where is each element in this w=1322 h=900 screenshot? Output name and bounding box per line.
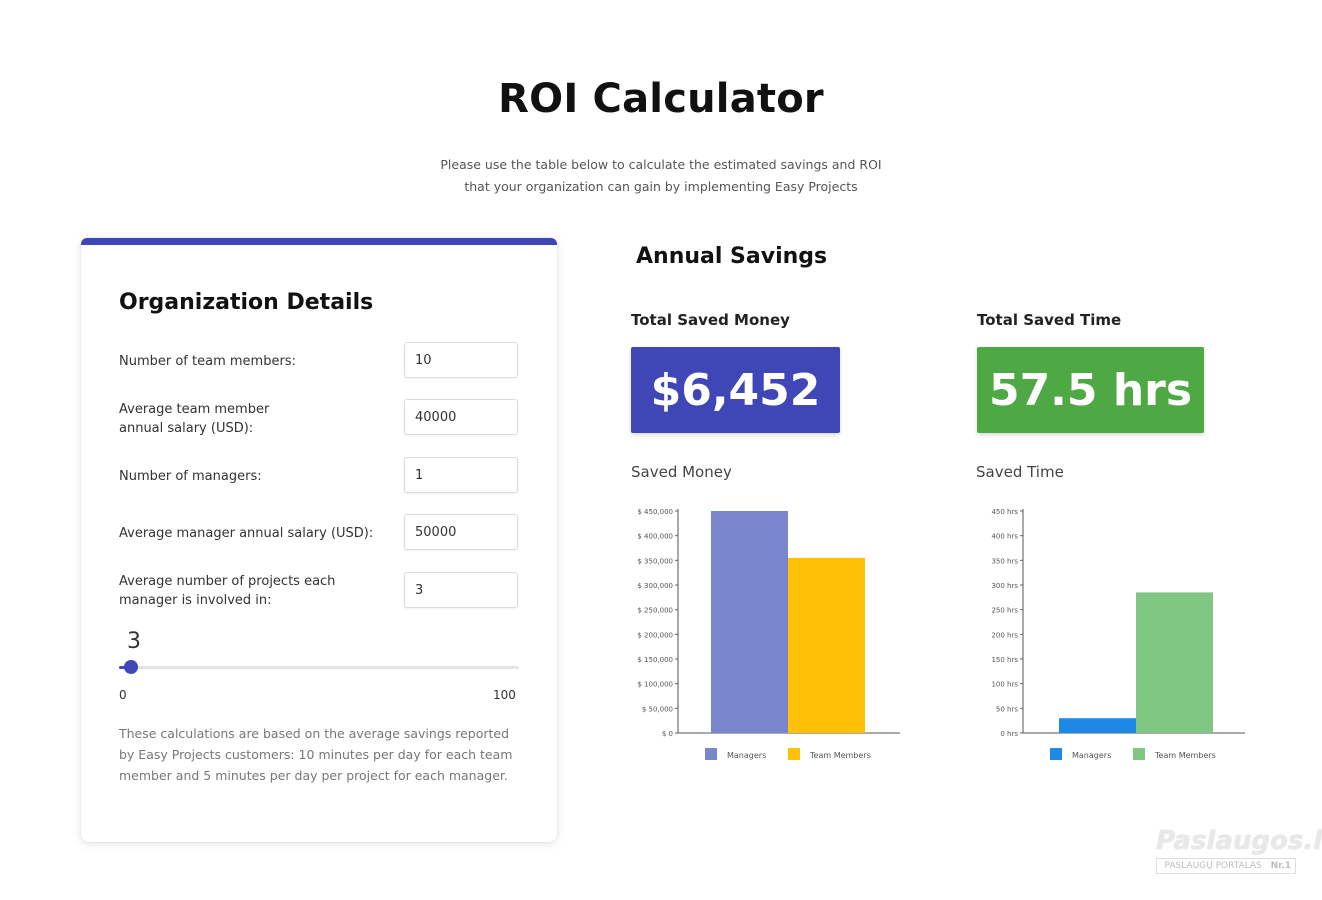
saved-money-chart-title: Saved Money (631, 463, 732, 481)
y-tick-label: $ 0 (662, 730, 673, 738)
annual-savings-title: Annual Savings (636, 244, 828, 269)
watermark-badge: Nr.1 (1270, 861, 1291, 871)
bar-team-members (1136, 592, 1213, 733)
manager-salary-label: Average manager annual salary (USD): (119, 526, 374, 541)
watermark-subtext: PASLAUGŲ PORTALAS Nr.1 (1156, 858, 1296, 874)
legend-swatch-managers (705, 748, 717, 760)
legend-swatch-team-members (1133, 748, 1145, 760)
legend-label-managers: Managers (727, 751, 766, 760)
y-tick-label: 150 hrs (991, 656, 1018, 664)
y-tick-label: $ 450,000 (637, 508, 673, 516)
y-tick-label: 200 hrs (991, 631, 1018, 639)
y-tick-label: $ 300,000 (637, 582, 673, 590)
y-tick-label: $ 250,000 (637, 607, 673, 615)
team-salary-label: Average team member annual salary (USD): (119, 402, 270, 436)
saved-money-chart: $ 0 $ 50,000 $ 100,000 $ 150,000 $ 200,000 $ … (637, 508, 900, 760)
slider-value: 3 (127, 629, 141, 654)
y-tick-label: $ 200,000 (637, 631, 673, 639)
slider-thumb[interactable] (124, 660, 138, 674)
projects-slider[interactable] (119, 660, 519, 674)
y-tick-label: $ 400,000 (637, 533, 673, 541)
saved-time-chart-title: Saved Time (976, 463, 1064, 481)
y-tick-label: $ 50,000 (642, 705, 673, 713)
y-tick-label: $ 350,000 (637, 557, 673, 565)
total-saved-time-value: 57.5 hrs (977, 347, 1204, 433)
team-members-label: Number of team members: (119, 354, 296, 369)
y-tick-label: 350 hrs (991, 557, 1018, 565)
y-tick-label: 250 hrs (991, 607, 1018, 615)
page-title: ROI Calculator (498, 76, 824, 122)
y-tick-label: 0 hrs (1000, 730, 1018, 738)
saved-time-chart: 0 hrs 50 hrs 100 hrs 150 hrs 200 hrs 250 hrs 3… (991, 508, 1245, 760)
y-tick-label: 450 hrs (991, 508, 1018, 516)
legend-swatch-managers (1050, 748, 1062, 760)
projects-label: Average number of projects each manager … (119, 574, 336, 608)
legend-label-managers: Managers (1072, 751, 1111, 760)
page-subtitle: Please use the table below to calculate … (0, 154, 1322, 198)
subtitle-line-1: Please use the table below to calculate … (440, 157, 882, 172)
y-tick-label: $ 100,000 (637, 681, 673, 689)
team-members-input[interactable] (404, 342, 518, 378)
watermark-text: Paslaugos.lt (1156, 826, 1322, 856)
managers-label: Number of managers: (119, 469, 262, 484)
legend-swatch-team-members (788, 748, 800, 760)
y-tick-label: 100 hrs (991, 681, 1018, 689)
bar-managers (711, 511, 788, 733)
y-tick-label: 400 hrs (991, 533, 1018, 541)
total-saved-money-label: Total Saved Money (631, 311, 790, 329)
bar-managers (1059, 718, 1136, 733)
legend-label-team-members: Team Members (1154, 751, 1216, 760)
calculation-note: These calculations are based on the aver… (119, 726, 513, 783)
managers-input[interactable] (404, 457, 518, 493)
subtitle-line-2: that your organization can gain by imple… (464, 179, 858, 194)
legend-label-team-members: Team Members (809, 751, 871, 760)
total-saved-money-value: $6,452 (631, 347, 840, 433)
y-tick-label: $ 150,000 (637, 656, 673, 664)
team-salary-input[interactable] (404, 399, 518, 435)
bar-team-members (788, 557, 865, 733)
watermark-sub: PASLAUGŲ PORTALAS (1164, 861, 1262, 871)
watermark-logo: Paslaugos.lt PASLAUGŲ PORTALAS Nr.1 (1156, 826, 1322, 878)
y-tick-label: 50 hrs (996, 705, 1018, 713)
organization-details-card: Organization Details Number of team memb… (81, 238, 557, 842)
y-tick-label: 300 hrs (991, 582, 1018, 590)
card-title: Organization Details (119, 290, 374, 315)
slider-min-label: 0 (119, 688, 127, 702)
total-saved-time-label: Total Saved Time (977, 311, 1122, 329)
projects-input[interactable] (404, 572, 518, 608)
slider-max-label: 100 (493, 688, 516, 702)
manager-salary-input[interactable] (404, 514, 518, 550)
